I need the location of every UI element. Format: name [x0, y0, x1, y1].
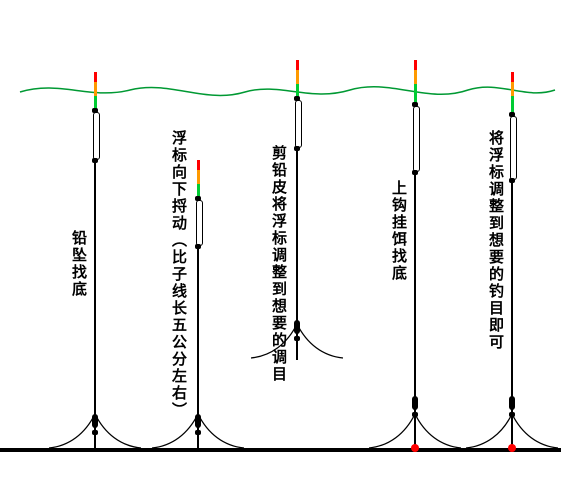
float-body: [295, 100, 302, 148]
float-stopper: [412, 170, 418, 175]
float-body: [413, 106, 420, 172]
step-label: 铅坠找底: [68, 230, 89, 298]
float-stopper: [92, 108, 98, 113]
float-body: [510, 116, 517, 180]
float-tip-orange: [296, 70, 299, 84]
float-body: [196, 200, 203, 246]
fishing-float-adjustment-diagram: 铅坠找底浮标向下捋动（比子线长五公分左右）剪铅皮将浮标调整到想要的调目上钩挂饵找…: [0, 0, 561, 500]
bait-dot: [508, 444, 516, 452]
float-stopper: [195, 196, 201, 201]
float-body: [93, 112, 100, 160]
float-stopper: [509, 178, 515, 183]
hook-lines: [452, 406, 561, 466]
float-tip-orange: [94, 82, 97, 96]
float-tip-red: [511, 72, 514, 82]
hook-lines: [237, 316, 357, 376]
float-tip-green: [414, 84, 417, 104]
float-stopper: [294, 96, 300, 101]
bait-dot: [411, 444, 419, 452]
float-tip-orange: [414, 70, 417, 84]
step-label: 将浮标调整到想要的钓目即可: [485, 130, 506, 351]
float-tip-orange: [197, 170, 200, 184]
hook-lines: [35, 406, 155, 466]
float-tip-red: [414, 60, 417, 70]
step-label: 浮标向下捋动（比子线长五公分左右）: [168, 130, 189, 419]
step-label: 上钩挂饵找底: [388, 180, 409, 282]
float-tip-red: [197, 160, 200, 170]
float-tip-red: [296, 60, 299, 70]
float-tip-red: [94, 72, 97, 82]
float-stopper: [509, 112, 515, 117]
float-tip-orange: [511, 82, 514, 96]
float-stopper: [92, 158, 98, 163]
hook-lines: [138, 406, 258, 466]
float-stopper: [294, 146, 300, 151]
float-stopper: [195, 244, 201, 249]
float-stopper: [412, 102, 418, 107]
